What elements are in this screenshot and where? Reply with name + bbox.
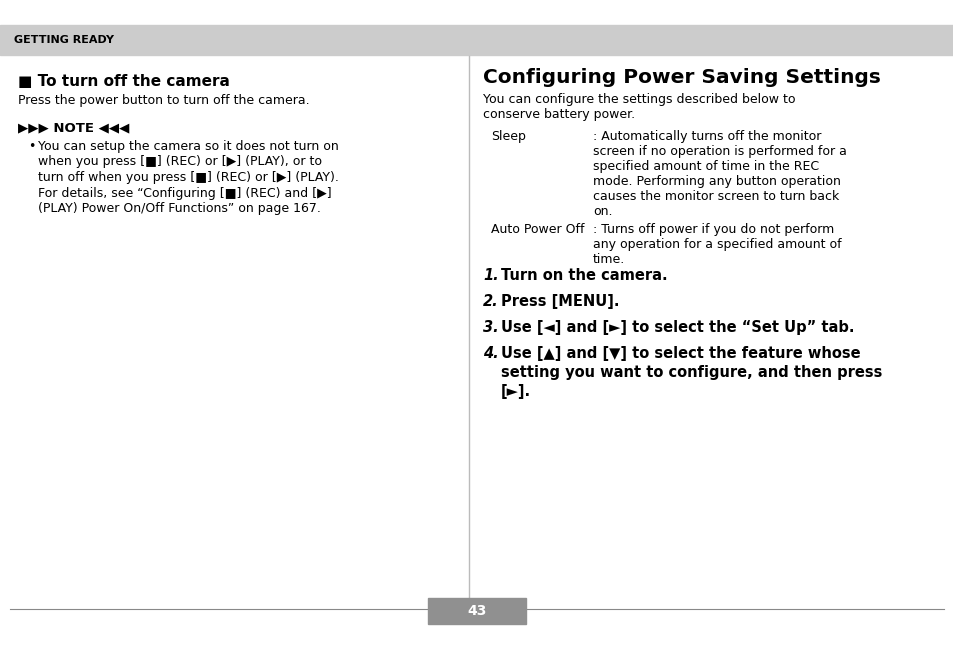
Text: setting you want to configure, and then press: setting you want to configure, and then … xyxy=(500,365,882,380)
Text: [►].: [►]. xyxy=(500,384,531,399)
Text: on.: on. xyxy=(593,205,612,218)
Text: any operation for a specified amount of: any operation for a specified amount of xyxy=(593,238,841,251)
Text: screen if no operation is performed for a: screen if no operation is performed for … xyxy=(593,145,846,158)
Text: •: • xyxy=(28,140,35,153)
Text: 43: 43 xyxy=(467,604,486,618)
Text: : Automatically turns off the monitor: : Automatically turns off the monitor xyxy=(593,130,821,143)
Text: causes the monitor screen to turn back: causes the monitor screen to turn back xyxy=(593,190,839,203)
Bar xyxy=(428,598,525,624)
Text: You can configure the settings described below to: You can configure the settings described… xyxy=(482,93,795,106)
Text: time.: time. xyxy=(593,253,624,266)
Text: Use [◄] and [►] to select the “Set Up” tab.: Use [◄] and [►] to select the “Set Up” t… xyxy=(500,320,854,335)
Text: For details, see “Configuring [■] (REC) and [▶]: For details, see “Configuring [■] (REC) … xyxy=(38,187,332,200)
Text: specified amount of time in the REC: specified amount of time in the REC xyxy=(593,160,819,173)
Text: mode. Performing any button operation: mode. Performing any button operation xyxy=(593,175,840,188)
Text: Use [▲] and [▼] to select the feature whose: Use [▲] and [▼] to select the feature wh… xyxy=(500,346,860,361)
Text: Configuring Power Saving Settings: Configuring Power Saving Settings xyxy=(482,68,880,87)
Text: ■ To turn off the camera: ■ To turn off the camera xyxy=(18,74,230,89)
Text: (PLAY) Power On/Off Functions” on page 167.: (PLAY) Power On/Off Functions” on page 1… xyxy=(38,202,320,215)
Text: 2.: 2. xyxy=(482,294,498,309)
Text: when you press [■] (REC) or [▶] (PLAY), or to: when you press [■] (REC) or [▶] (PLAY), … xyxy=(38,156,322,169)
Text: Sleep: Sleep xyxy=(491,130,525,143)
Text: Press the power button to turn off the camera.: Press the power button to turn off the c… xyxy=(18,94,310,107)
Text: Press [MENU].: Press [MENU]. xyxy=(500,294,618,309)
Text: : Turns off power if you do not perform: : Turns off power if you do not perform xyxy=(593,223,833,236)
Text: Auto Power Off: Auto Power Off xyxy=(491,223,584,236)
Text: 4.: 4. xyxy=(482,346,498,361)
Text: 3.: 3. xyxy=(482,320,498,335)
Text: GETTING READY: GETTING READY xyxy=(14,35,113,45)
Text: 1.: 1. xyxy=(482,268,498,283)
Text: conserve battery power.: conserve battery power. xyxy=(482,108,635,121)
Text: ▶▶▶ NOTE ◀◀◀: ▶▶▶ NOTE ◀◀◀ xyxy=(18,121,130,134)
Text: Turn on the camera.: Turn on the camera. xyxy=(500,268,667,283)
Bar xyxy=(0,25,953,55)
Text: You can setup the camera so it does not turn on: You can setup the camera so it does not … xyxy=(38,140,338,153)
Text: turn off when you press [■] (REC) or [▶] (PLAY).: turn off when you press [■] (REC) or [▶]… xyxy=(38,171,338,184)
